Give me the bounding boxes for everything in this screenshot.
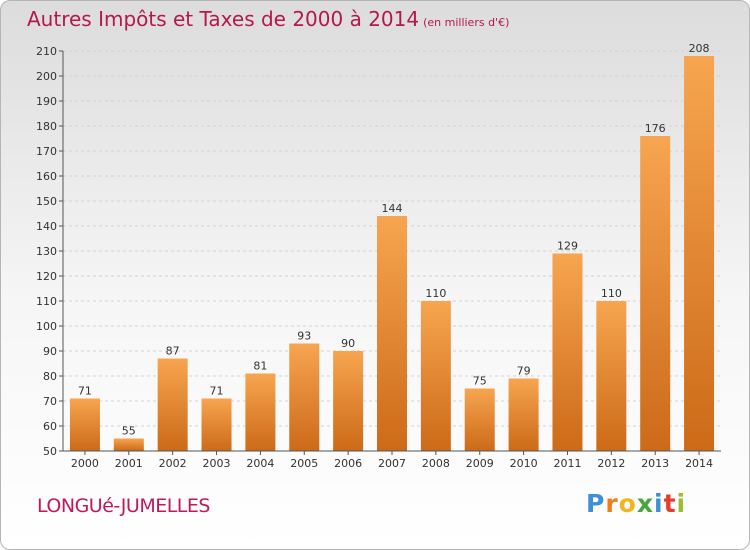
data-label: 176 [645,122,666,135]
bar [420,301,451,451]
logo-letter: i [654,489,664,518]
y-tick-label: 80 [43,370,57,383]
x-tick-label: 2009 [466,457,494,470]
x-tick-label: 2000 [71,457,99,470]
data-label: 129 [557,240,578,253]
y-tick-label: 70 [43,395,57,408]
logo-letter: x [636,489,654,518]
chart-subtitle: (en milliers d'€) [423,16,510,29]
data-label: 90 [341,337,355,350]
logo-letter: r [605,489,619,518]
y-tick-label: 130 [36,245,57,258]
y-tick-label: 140 [36,220,57,233]
x-tick-label: 2004 [246,457,274,470]
y-tick-label: 150 [36,195,57,208]
logo-letter: t [663,489,677,518]
data-label: 87 [166,345,180,358]
y-tick-label: 50 [43,445,57,458]
data-label: 71 [78,385,92,398]
bar [157,358,188,451]
x-tick-label: 2008 [422,457,450,470]
y-tick-label: 160 [36,170,57,183]
bar [640,136,671,451]
data-label: 75 [473,375,487,388]
bar [245,373,276,451]
bar [464,388,495,451]
y-tick-label: 120 [36,270,57,283]
x-tick-label: 2001 [115,457,143,470]
x-tick-label: 2011 [553,457,581,470]
data-label: 110 [601,287,622,300]
data-label: 93 [297,330,311,343]
data-label: 55 [122,425,136,438]
data-label: 208 [689,42,710,55]
logo-letter: P [586,489,606,518]
data-label: 79 [517,365,531,378]
x-tick-label: 2014 [685,457,713,470]
x-tick-label: 2006 [334,457,362,470]
bar [69,398,100,451]
x-tick-label: 2013 [641,457,669,470]
commune-name: LONGUé-JUMELLES [37,495,210,517]
x-tick-label: 2003 [203,457,231,470]
logo-letter: o [618,489,637,518]
bar [333,351,364,451]
logo-letter: i [676,489,687,518]
chart-title: Autres Impôts et Taxes de 2000 à 2014 (en… [27,7,510,31]
x-tick-label: 2002 [159,457,187,470]
data-label: 81 [253,360,267,373]
y-tick-label: 200 [36,70,57,83]
y-tick-label: 190 [36,95,57,108]
data-label: 144 [382,202,403,215]
data-label: 71 [210,385,224,398]
y-tick-label: 170 [36,145,57,158]
bar [596,301,627,451]
data-label: 110 [425,287,446,300]
y-tick-label: 180 [36,120,57,133]
y-tick-label: 110 [36,295,57,308]
x-tick-label: 2007 [378,457,406,470]
y-tick-label: 210 [36,45,57,58]
y-tick-label: 100 [36,320,57,333]
proxiti-logo: Proxiti [586,489,686,518]
bar [508,378,539,451]
x-tick-label: 2012 [597,457,625,470]
y-tick-label: 60 [43,420,57,433]
bar [377,216,407,451]
bar [552,253,583,451]
bar [289,343,320,451]
bar [684,56,715,451]
x-tick-label: 2005 [290,457,318,470]
bar [201,398,232,451]
x-tick-label: 2010 [510,457,538,470]
y-tick-label: 90 [43,345,57,358]
bar [113,438,144,451]
